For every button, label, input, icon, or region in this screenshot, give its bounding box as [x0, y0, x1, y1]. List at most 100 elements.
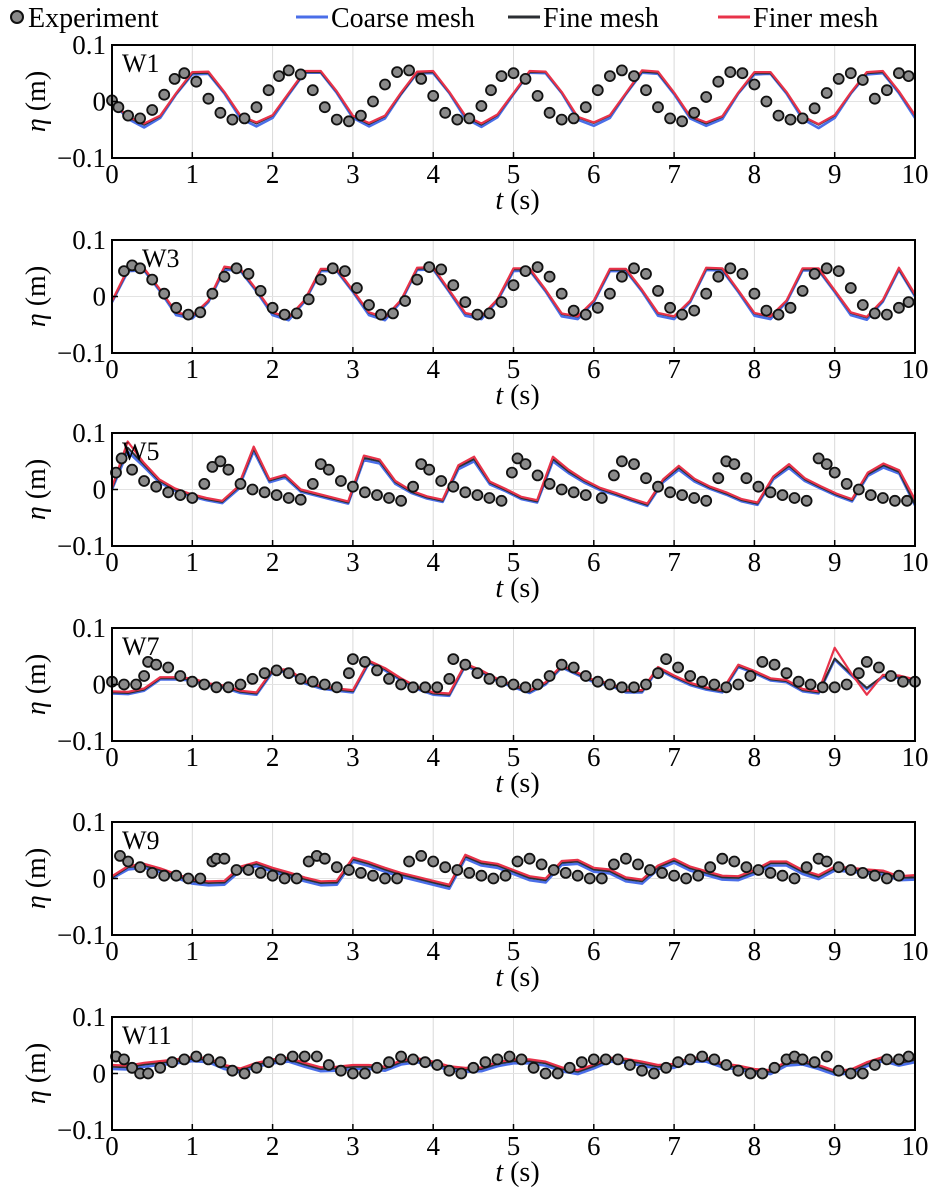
experiment-point [696, 1050, 709, 1063]
experiment-point [868, 1059, 881, 1071]
experiment-point [395, 1050, 408, 1063]
experiment-point [475, 869, 488, 882]
experiment-point [158, 869, 171, 882]
experiment-point [112, 101, 125, 114]
experiment-point [796, 112, 809, 125]
experiment-point [443, 673, 456, 685]
experiment-point [178, 1053, 191, 1066]
experiment-point [286, 1050, 299, 1063]
experiment-point [531, 469, 544, 482]
experiment-point [768, 658, 781, 671]
y-tick-label: 0.1 [72, 1002, 106, 1032]
experiment-point [720, 681, 733, 694]
experiment-point [354, 109, 367, 122]
legend-fine-label: Fine mesh [543, 3, 659, 34]
experiment-point [692, 869, 705, 882]
experiment-point [668, 869, 680, 882]
experiment-point [214, 1056, 227, 1069]
panel-label: W11 [122, 1021, 172, 1050]
experiment-point [519, 681, 532, 694]
experiment-point [672, 661, 684, 674]
experiment-point [728, 855, 741, 868]
y-tick-label: −0.1 [57, 531, 106, 561]
experiment-point [350, 282, 363, 294]
experiment-point [555, 483, 568, 496]
experiment-point [485, 84, 497, 97]
x-tick-label: 8 [748, 354, 762, 384]
experiment-point [358, 656, 371, 668]
experiment-point [897, 675, 909, 688]
experiment-point [644, 864, 656, 876]
experiment-point [126, 463, 139, 476]
experiment-point [158, 287, 171, 300]
y-tick-label: 0 [93, 1059, 107, 1089]
experiment-point [732, 1064, 745, 1077]
experiment-point [820, 855, 833, 868]
experiment-point [616, 681, 628, 694]
experiment-point [126, 1061, 139, 1074]
experiment-point [640, 678, 652, 691]
x-tick-label: 0 [105, 354, 119, 384]
x-tick-label: 8 [748, 742, 762, 772]
experiment-point [146, 273, 159, 286]
experiment-point [856, 299, 869, 311]
x-tick-label: 7 [667, 742, 681, 772]
experiment-point [387, 307, 399, 320]
experiment-point [877, 492, 889, 504]
experiment-point [868, 307, 881, 320]
experiment-point [423, 463, 436, 476]
experiment-point [820, 262, 833, 275]
experiment-point [226, 113, 239, 126]
experiment-point [302, 293, 315, 306]
experiment-point [266, 301, 279, 314]
experiment-point [893, 869, 905, 882]
experiment-point [342, 864, 355, 876]
experiment-point [616, 270, 628, 283]
experiment-point [800, 494, 813, 507]
experiment-point [696, 675, 709, 688]
experiment-point [399, 295, 412, 307]
experiment-point [322, 463, 335, 476]
experiment-point [346, 1067, 359, 1080]
x-tick-label: 5 [507, 354, 521, 384]
experiment-point [652, 480, 664, 493]
experiment-point [471, 308, 484, 321]
y-tick-label: 0.1 [72, 418, 106, 448]
experiment-point [459, 486, 472, 499]
experiment-point [475, 100, 488, 112]
experiment-point [700, 91, 713, 103]
experiment-point [543, 670, 556, 682]
x-tick-label: 9 [828, 354, 842, 384]
experiment-point [182, 872, 195, 885]
x-tick-label: 1 [186, 354, 200, 384]
experiment-point [543, 477, 556, 490]
experiment-point [415, 73, 428, 85]
experiment-point [902, 296, 915, 309]
experiment-point [595, 492, 608, 504]
experiment-point [214, 455, 227, 468]
experiment-point [306, 84, 319, 97]
experiment-point [278, 872, 291, 885]
experiment-point [732, 678, 745, 691]
experiment-point [503, 1050, 516, 1063]
x-tick-label: 10 [902, 742, 929, 772]
experiment-point [439, 106, 452, 119]
experiment-point [881, 308, 893, 321]
y-tick-label: 0 [93, 670, 107, 700]
experiment-point [547, 864, 560, 876]
experiment-point [599, 1053, 612, 1066]
x-tick-label: 8 [748, 159, 762, 189]
experiment-point [214, 106, 227, 119]
experiment-point [407, 1053, 420, 1066]
experiment-point [154, 1061, 167, 1074]
experiment-point [583, 872, 596, 885]
experiment-point [800, 861, 813, 874]
experiment-point [138, 670, 151, 682]
experiment-point [756, 1067, 769, 1080]
experiment-point [306, 477, 319, 490]
x-tick-label: 1 [186, 742, 200, 772]
experiment-point [624, 1059, 636, 1071]
experiment-point [507, 678, 520, 691]
